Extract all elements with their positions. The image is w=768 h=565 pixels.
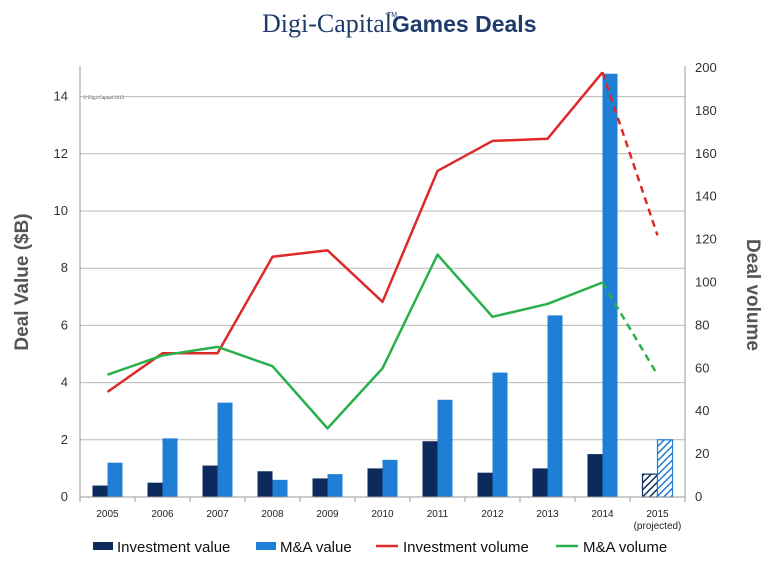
y-tick-label: 8 [61,260,68,275]
y-tick-label: 14 [54,89,68,104]
ma-value-bar [602,73,618,497]
ma-value-bar [437,399,453,497]
x-tick-label: 2013 [536,509,559,520]
y2-tick-label: 80 [695,317,709,332]
legend-ma-value-swatch [256,542,276,550]
x-tick-label: 2010 [371,509,394,520]
x-tick-label: 2015 [646,509,669,520]
x-tick-note: (projected) [634,521,682,532]
legend: Investment value M&A value Investment volu… [93,539,667,556]
title-brand: Digi-Capital [262,9,392,38]
ma-value-bar [107,462,123,497]
investment-value-bar [587,454,603,497]
legend-ma-value-label: M&A value [280,539,352,556]
y-tick-label: 0 [61,489,68,504]
ma-volume-projection-line [601,281,659,376]
y2-tick-label: 20 [695,446,709,461]
investment-value-bar [367,468,383,497]
x-tick-label: 2005 [96,509,119,520]
investment-volume-projection-line [601,71,659,236]
title-main: Games Deals [392,11,536,37]
investment-value-bar [257,471,273,497]
ma-value-bar [272,479,288,497]
ma-value-bar [217,402,233,497]
y2-axis-title: Deal volume [742,239,763,351]
copyright-note: © Digi-Capital 2015 [83,95,125,101]
y2-axis-ticks: 0 20 40 60 80 100 120 140 160 180 200 [695,60,717,504]
x-axis-ticks: 2005 2006 2007 2008 2009 2010 2011 2012 2013 2014… [96,509,681,532]
legend-investment-value-swatch [93,542,113,550]
legend-investment-value-label: Investment value [117,539,230,556]
y2-tick-label: 180 [695,103,717,118]
y-tick-label: 2 [61,432,68,447]
y-axis-ticks: 0 2 4 6 8 10 12 14 [54,89,68,504]
y2-tick-label: 140 [695,189,717,204]
investment-value-bar [422,441,438,497]
y-tick-label: 10 [54,203,68,218]
ma-value-bar [656,439,674,498]
ma-value-bar [162,438,178,497]
investment-value-bar [202,465,218,497]
x-tick-label: 2007 [206,509,229,520]
ma-volume-line [107,253,603,430]
line-series [106,71,659,430]
x-tick-label: 2012 [481,509,504,520]
ma-value-bar [327,474,343,497]
chart-title: Digi-Capital TM Games Deals [262,9,536,38]
x-tick-label: 2011 [427,509,449,520]
y2-tick-label: 0 [695,489,702,504]
investment-value-bar [641,473,659,498]
investment-value-bar [477,472,493,497]
x-tick-label: 2006 [151,509,174,520]
y-tick-label: 12 [54,146,68,161]
ma-value-bar [382,459,398,497]
investment-value-bar [92,485,108,497]
investment-volume-line [106,71,604,393]
y2-tick-label: 200 [695,60,717,75]
y2-tick-label: 40 [695,403,709,418]
gridlines [80,96,685,441]
y2-tick-label: 160 [695,146,717,161]
legend-ma-volume-label: M&A volume [583,539,667,556]
axes [79,66,686,502]
bar-series [92,73,674,498]
y-tick-label: 6 [61,317,68,332]
investment-value-bar [532,468,548,497]
ma-value-bar [492,372,508,497]
ma-value-bar [547,315,563,497]
investment-value-bar [147,482,163,497]
x-tick-label: 2014 [591,509,614,520]
investment-value-bar [312,478,328,497]
title-trademark: TM [387,12,397,19]
y2-tick-label: 60 [695,360,709,375]
x-tick-label: 2008 [261,509,284,520]
y2-tick-label: 120 [695,232,717,247]
legend-investment-volume-label: Investment volume [403,539,529,556]
y2-tick-label: 100 [695,275,717,290]
x-tick-label: 2009 [316,509,339,520]
y-axis-title: Deal Value ($B) [12,213,33,350]
y-tick-label: 4 [61,375,68,390]
